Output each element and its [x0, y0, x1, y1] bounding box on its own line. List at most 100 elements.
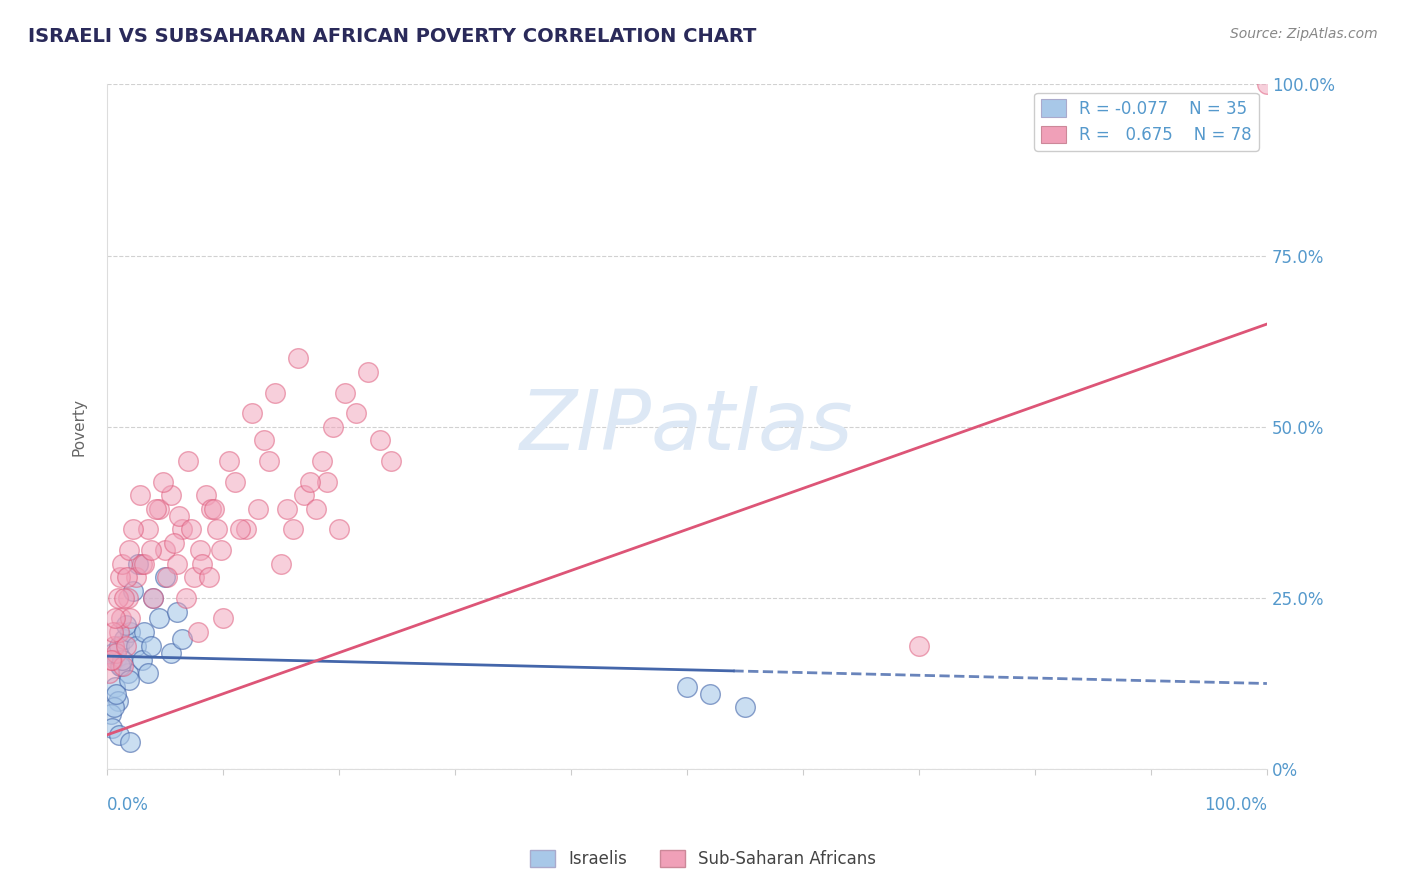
Point	[104, 680, 127, 694]
Point	[160, 488, 183, 502]
Point	[194, 488, 217, 502]
Text: ISRAELI VS SUBSAHARAN AFRICAN POVERTY CORRELATION CHART: ISRAELI VS SUBSAHARAN AFRICAN POVERTY CO…	[28, 27, 756, 45]
Point	[166, 605, 188, 619]
Point	[142, 591, 165, 605]
Point	[120, 735, 142, 749]
Point	[104, 611, 127, 625]
Point	[198, 570, 221, 584]
Point	[153, 570, 176, 584]
Point	[120, 611, 142, 625]
Point	[131, 652, 153, 666]
Point	[105, 652, 128, 666]
Point	[148, 502, 170, 516]
Point	[299, 475, 322, 489]
Point	[212, 611, 235, 625]
Point	[167, 508, 190, 523]
Point	[316, 475, 339, 489]
Point	[98, 666, 121, 681]
Point	[134, 557, 156, 571]
Point	[111, 557, 134, 571]
Point	[107, 591, 129, 605]
Point	[253, 434, 276, 448]
Point	[141, 543, 163, 558]
Point	[121, 523, 143, 537]
Point	[110, 659, 132, 673]
Point	[287, 351, 309, 366]
Point	[114, 632, 136, 646]
Point	[114, 618, 136, 632]
Point	[246, 502, 269, 516]
Text: 100.0%: 100.0%	[1204, 797, 1267, 814]
Point	[235, 523, 257, 537]
Point	[264, 385, 287, 400]
Point	[103, 700, 125, 714]
Point	[172, 632, 194, 646]
Point	[141, 639, 163, 653]
Point	[357, 365, 380, 379]
Point	[107, 693, 129, 707]
Point	[103, 639, 125, 653]
Point	[101, 625, 124, 640]
Point	[112, 659, 135, 673]
Point	[131, 557, 153, 571]
Point	[100, 652, 122, 666]
Point	[118, 673, 141, 687]
Point	[111, 652, 134, 666]
Point	[107, 625, 129, 640]
Point	[229, 523, 252, 537]
Point	[153, 543, 176, 558]
Point	[1256, 78, 1278, 92]
Point	[100, 652, 122, 666]
Point	[183, 570, 205, 584]
Point	[128, 488, 150, 502]
Point	[676, 680, 699, 694]
Point	[209, 543, 232, 558]
Point	[180, 523, 202, 537]
Point	[134, 625, 156, 640]
Point	[105, 646, 128, 660]
Point	[127, 557, 149, 571]
Point	[177, 454, 200, 468]
Point	[292, 488, 315, 502]
Point	[333, 385, 356, 400]
Point	[699, 687, 721, 701]
Point	[174, 591, 197, 605]
Point	[117, 591, 139, 605]
Point	[145, 502, 167, 516]
Point	[110, 611, 132, 625]
Point	[172, 523, 194, 537]
Point	[281, 523, 304, 537]
Point	[136, 666, 159, 681]
Point	[191, 557, 214, 571]
Point	[152, 475, 174, 489]
Point	[156, 570, 179, 584]
Point	[101, 646, 124, 660]
Point	[202, 502, 225, 516]
Point	[380, 454, 402, 468]
Point	[100, 721, 122, 735]
Point	[114, 639, 136, 653]
Point	[120, 625, 142, 640]
Point	[188, 543, 211, 558]
Point	[207, 523, 229, 537]
Legend: R = -0.077    N = 35, R =   0.675    N = 78: R = -0.077 N = 35, R = 0.675 N = 78	[1035, 93, 1258, 151]
Point	[240, 406, 263, 420]
Point	[105, 687, 128, 701]
Legend: Israelis, Sub-Saharan Africans: Israelis, Sub-Saharan Africans	[523, 843, 883, 875]
Point	[322, 419, 344, 434]
Point	[121, 584, 143, 599]
Point	[125, 639, 148, 653]
Point	[117, 666, 139, 681]
Point	[908, 639, 931, 653]
Point	[311, 454, 333, 468]
Point	[136, 523, 159, 537]
Point	[125, 570, 148, 584]
Point	[163, 536, 186, 550]
Point	[734, 700, 756, 714]
Point	[142, 591, 165, 605]
Point	[224, 475, 246, 489]
Point	[259, 454, 281, 468]
Point	[107, 639, 129, 653]
Point	[114, 591, 136, 605]
Point	[270, 557, 292, 571]
